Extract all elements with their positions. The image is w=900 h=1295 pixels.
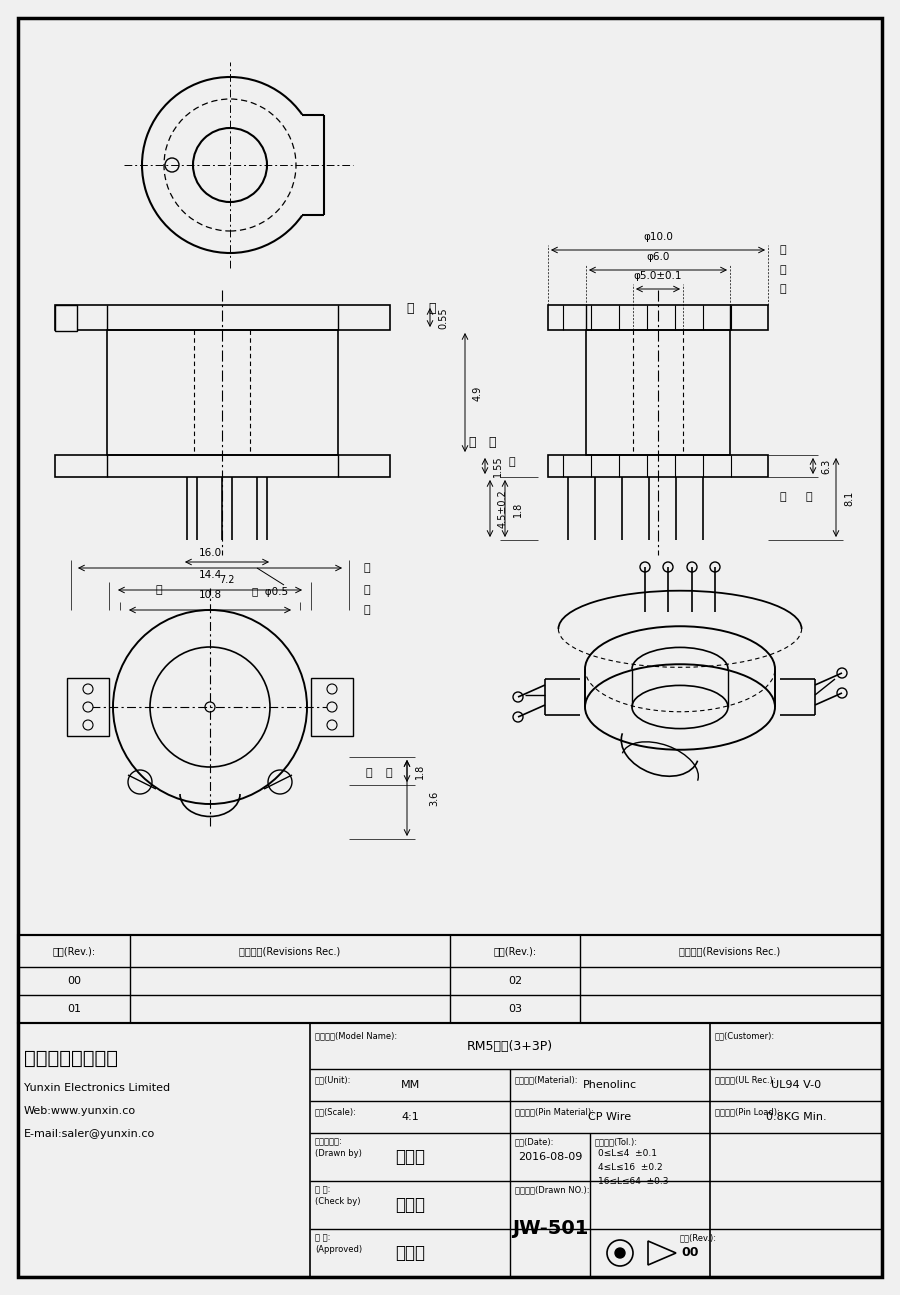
Text: 16.0: 16.0 [198,548,221,558]
Text: 云芊电子有限公司: 云芊电子有限公司 [24,1049,118,1067]
Text: ⓗ: ⓗ [780,265,787,275]
Text: 张生坤: 张生坤 [395,1244,425,1263]
Text: 1.55: 1.55 [493,455,503,477]
Text: 01: 01 [67,1004,81,1014]
Text: RM5立式(3+3P): RM5立式(3+3P) [467,1040,554,1053]
Text: 00: 00 [67,976,81,985]
Text: MM: MM [400,1080,419,1090]
Circle shape [327,684,337,694]
Text: 针脚拉力(Pin Load):: 针脚拉力(Pin Load): [715,1107,779,1116]
Text: E-mail:saler@yunxin.co: E-mail:saler@yunxin.co [24,1129,155,1140]
Bar [18,1023,882,1277]
Circle shape [83,720,93,730]
Text: ⓚ: ⓚ [806,492,813,502]
Text: 02: 02 [508,976,522,985]
Text: 3.6: 3.6 [429,790,439,805]
Text: Yunxin Electronics Limited: Yunxin Electronics Limited [24,1083,170,1093]
Text: Ⓞ: Ⓞ [365,768,373,778]
Text: Ⓠ: Ⓠ [508,457,516,467]
Text: 一般公差(Tol.):: 一般公差(Tol.): [595,1137,638,1146]
Text: Web:www.yunxin.co: Web:www.yunxin.co [24,1106,136,1116]
Text: ⓖ: ⓖ [780,245,787,255]
Text: JW-501: JW-501 [512,1220,589,1238]
Text: 修改记录(Revisions Rec.): 修改记录(Revisions Rec.) [239,947,340,956]
Text: 0.55: 0.55 [438,307,448,329]
Text: 8.1: 8.1 [844,491,854,505]
Text: 10.8: 10.8 [198,591,221,600]
Bar [55,306,77,332]
Bar [586,330,730,455]
Text: 4.9: 4.9 [473,386,483,400]
Bar [107,330,338,455]
Text: 1.8: 1.8 [513,501,523,517]
Text: Ⓒ: Ⓒ [468,436,476,449]
Bar [548,455,768,477]
Text: 规格描述(Model Name):: 规格描述(Model Name): [315,1031,397,1040]
Text: (Check by): (Check by) [315,1197,361,1206]
Text: Ⓝ: Ⓝ [364,605,371,615]
Bar [548,306,768,330]
Text: Ⓛ: Ⓛ [364,563,371,572]
Text: ⓕ  φ0.5: ⓕ φ0.5 [252,587,288,597]
Circle shape [83,684,93,694]
Bar [311,679,353,736]
Circle shape [327,720,337,730]
Text: 03: 03 [508,1004,522,1014]
Text: φ10.0: φ10.0 [644,232,673,242]
Text: Ⓑ: Ⓑ [428,302,436,315]
Text: ⓙ: ⓙ [780,492,787,502]
Text: 6.3: 6.3 [821,458,831,474]
Bar [18,935,882,1023]
Text: 客户(Customer):: 客户(Customer): [715,1031,775,1040]
Text: 版本(Rev.):: 版本(Rev.): [680,1233,717,1242]
Text: 4:1: 4:1 [401,1112,419,1121]
Text: Phenolinc: Phenolinc [583,1080,637,1090]
Text: 韦景川: 韦景川 [395,1197,425,1213]
Text: 1.8: 1.8 [415,763,425,778]
Text: φ5.0±0.1: φ5.0±0.1 [634,271,682,281]
Text: Ⓓ: Ⓓ [488,436,496,449]
Circle shape [615,1248,625,1257]
Text: 工程与设计:: 工程与设计: [315,1137,343,1146]
Text: 校 对:: 校 对: [315,1185,330,1194]
Text: 防火等级(UL Rec.):: 防火等级(UL Rec.): [715,1075,776,1084]
Text: 单位(Unit):: 单位(Unit): [315,1075,351,1084]
Text: 14.4: 14.4 [198,570,221,580]
Text: 修改记录(Revisions Rec.): 修改记录(Revisions Rec.) [680,947,780,956]
Text: 4.5±0.2: 4.5±0.2 [498,490,508,528]
Text: 产品编号(Drawn NO.):: 产品编号(Drawn NO.): [515,1185,590,1194]
Bar [67,679,109,736]
Text: 刘水强: 刘水强 [395,1147,425,1166]
Text: 日期(Date):: 日期(Date): [515,1137,554,1146]
Text: 核 准:: 核 准: [315,1233,330,1242]
Text: 针脚材质(Pin Material):: 针脚材质(Pin Material): [515,1107,594,1116]
Text: UL94 V-0: UL94 V-0 [771,1080,821,1090]
Text: 本体材质(Material):: 本体材质(Material): [515,1075,579,1084]
Bar [55,306,390,330]
Text: 4≤L≤16  ±0.2: 4≤L≤16 ±0.2 [598,1163,662,1172]
Text: 00: 00 [681,1247,698,1260]
Text: Ⓐ: Ⓐ [406,302,414,315]
Text: φ6.0: φ6.0 [646,253,670,262]
Text: ⓔ: ⓔ [156,585,162,594]
Text: ⓘ: ⓘ [780,284,787,294]
Text: 7.2: 7.2 [220,575,235,585]
Text: Ⓜ: Ⓜ [364,585,371,594]
Circle shape [83,702,93,712]
Text: 版本(Rev.):: 版本(Rev.): [493,947,536,956]
Text: Ⓙ: Ⓙ [386,768,392,778]
Text: 版本(Rev.):: 版本(Rev.): [52,947,95,956]
Text: CP Wire: CP Wire [589,1112,632,1121]
Text: (Drawn by): (Drawn by) [315,1149,362,1158]
Text: (Approved): (Approved) [315,1244,362,1254]
Bar [55,455,390,477]
Text: 0≤L≤4  ±0.1: 0≤L≤4 ±0.1 [598,1149,657,1158]
Circle shape [327,702,337,712]
Text: 16≤L≤64  ±0.3: 16≤L≤64 ±0.3 [598,1176,669,1185]
Text: 2016-08-09: 2016-08-09 [518,1153,582,1162]
Text: 0.8KG Min.: 0.8KG Min. [766,1112,826,1121]
Text: 比例(Scale):: 比例(Scale): [315,1107,357,1116]
